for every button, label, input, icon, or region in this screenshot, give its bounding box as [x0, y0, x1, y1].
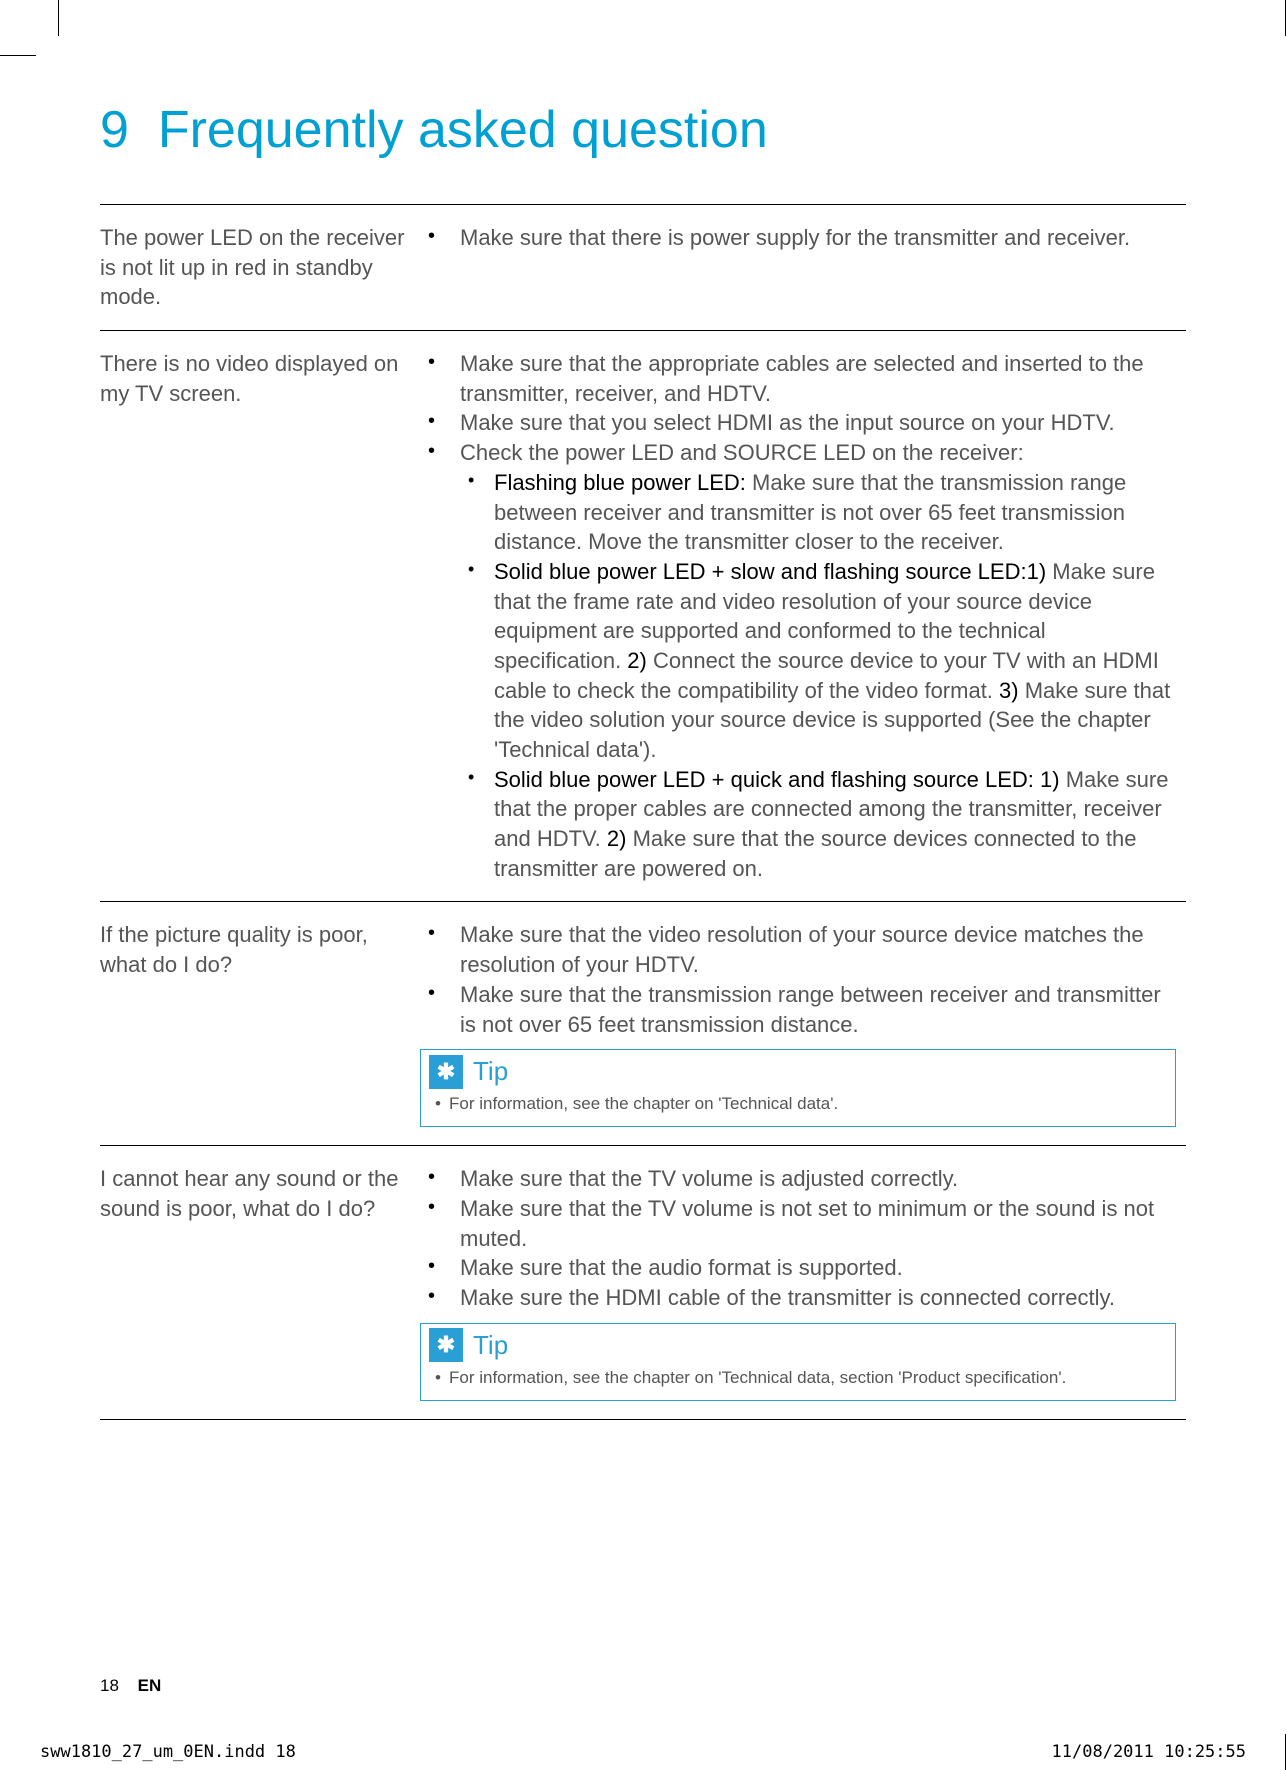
bold-step: 2)	[627, 648, 647, 673]
bold-step: 3)	[999, 678, 1019, 703]
asterisk-icon: ✱	[429, 1055, 463, 1089]
bold-label: Solid blue power LED + slow and flashing…	[494, 559, 1027, 584]
faq-answer: Make sure that the appropriate cables ar…	[420, 331, 1186, 902]
list-item: Make sure that the transmission range be…	[420, 980, 1176, 1039]
tip-body: For information, see the chapter on 'Tec…	[421, 1089, 1175, 1126]
list-item: Make sure that you select HDMI as the in…	[420, 408, 1176, 438]
faq-question: I cannot hear any sound or the sound is …	[100, 1146, 420, 1419]
faq-answer: Make sure that the TV volume is adjusted…	[420, 1146, 1186, 1419]
tip-box: ✱ Tip For information, see the chapter o…	[420, 1323, 1176, 1401]
table-row: The power LED on the receiver is not lit…	[100, 205, 1186, 331]
faq-answer: Make sure that the video resolution of y…	[420, 902, 1186, 1146]
page-number: 18	[100, 1676, 119, 1695]
tip-text: For information, see the chapter on 'Tec…	[431, 1367, 1165, 1390]
list-item: Solid blue power LED + slow and flashing…	[460, 557, 1176, 765]
list-item: Make sure that the video resolution of y…	[420, 920, 1176, 979]
faq-question: The power LED on the receiver is not lit…	[100, 205, 420, 331]
list-item: Make sure that the appropriate cables ar…	[420, 349, 1176, 408]
list-item: Solid blue power LED + quick and flashin…	[460, 765, 1176, 884]
page-footer: 18 EN	[100, 1676, 161, 1696]
tip-header: ✱ Tip	[421, 1050, 1175, 1089]
list-item: Make sure that the TV volume is not set …	[420, 1194, 1176, 1253]
table-row: If the picture quality is poor, what do …	[100, 902, 1186, 1146]
bold-step: 2)	[607, 826, 627, 851]
list-item-text: Check the power LED and SOURCE LED on th…	[460, 440, 1024, 465]
faq-question: There is no video displayed on my TV scr…	[100, 331, 420, 902]
faq-table: The power LED on the receiver is not lit…	[100, 204, 1186, 1420]
faq-answer: Make sure that there is power supply for…	[420, 205, 1186, 331]
indd-filename: sww1810_27_um_0EN.indd 18	[40, 1742, 296, 1762]
table-row: I cannot hear any sound or the sound is …	[100, 1146, 1186, 1419]
page-content: 9 Frequently asked question The power LE…	[0, 0, 1286, 1770]
asterisk-icon: ✱	[429, 1328, 463, 1362]
bold-label: Solid blue power LED + quick and flashin…	[494, 767, 1060, 792]
tip-text: For information, see the chapter on 'Tec…	[431, 1093, 1165, 1116]
chapter-number: 9	[100, 100, 129, 160]
list-item: Make sure that the TV volume is adjusted…	[420, 1164, 1176, 1194]
tip-body: For information, see the chapter on 'Tec…	[421, 1363, 1175, 1400]
bold-label: Flashing blue power LED:	[494, 470, 746, 495]
indd-timestamp: 11/08/2011 10:25:55	[1052, 1742, 1246, 1762]
page-language: EN	[138, 1676, 162, 1695]
list-item: Make sure the HDMI cable of the transmit…	[420, 1283, 1176, 1313]
table-row: There is no video displayed on my TV scr…	[100, 331, 1186, 902]
tip-label: Tip	[473, 1054, 508, 1089]
list-item: Make sure that there is power supply for…	[420, 223, 1176, 253]
chapter-title: Frequently asked question	[158, 101, 768, 159]
tip-box: ✱ Tip For information, see the chapter o…	[420, 1049, 1176, 1127]
list-item: Check the power LED and SOURCE LED on th…	[420, 438, 1176, 883]
tip-header: ✱ Tip	[421, 1324, 1175, 1363]
tip-label: Tip	[473, 1328, 508, 1363]
page-title: 9 Frequently asked question	[100, 100, 1186, 160]
faq-question: If the picture quality is poor, what do …	[100, 902, 420, 1146]
list-item: Flashing blue power LED: Make sure that …	[460, 468, 1176, 557]
bold-step: 1)	[1027, 559, 1047, 584]
list-item: Make sure that the audio format is suppo…	[420, 1253, 1176, 1283]
